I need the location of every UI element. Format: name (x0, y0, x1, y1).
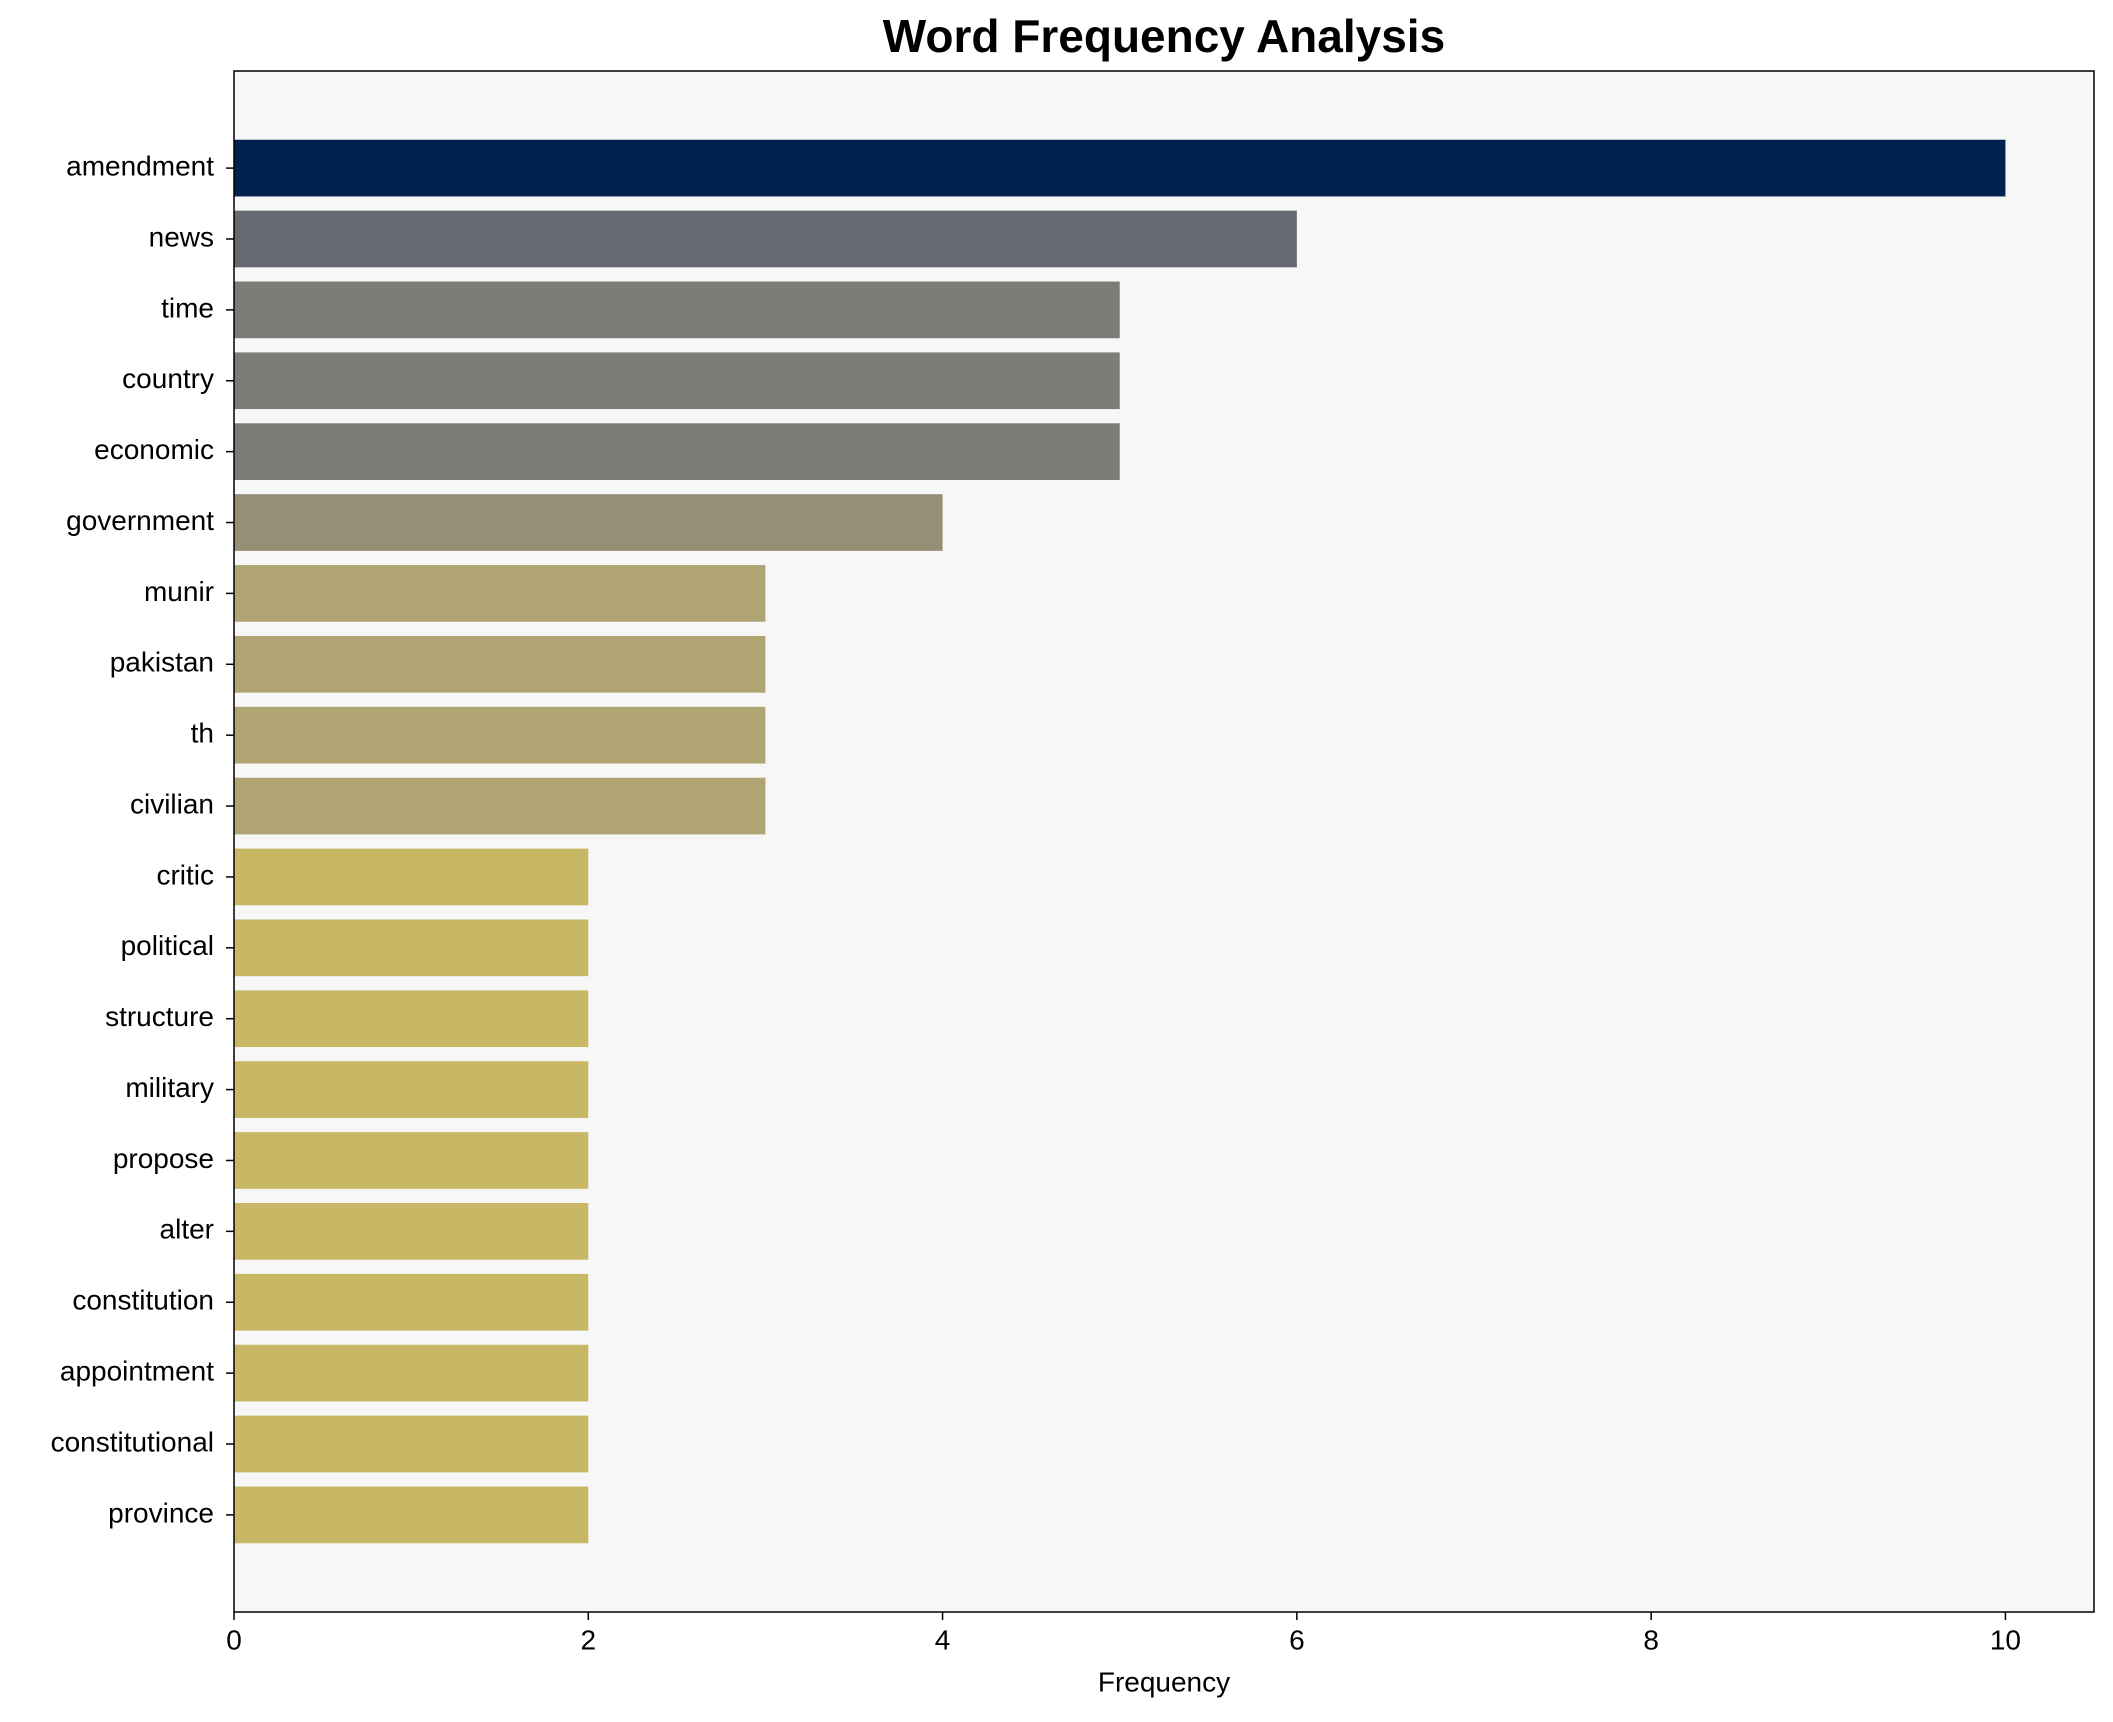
bar (234, 1132, 589, 1189)
y-tick-label: amendment (66, 151, 214, 182)
y-tick-label: alter (160, 1214, 214, 1245)
y-tick-label: constitutional (51, 1426, 214, 1457)
plot-frame (233, 70, 2095, 1613)
bar (234, 990, 589, 1048)
y-tick-label: pakistan (110, 647, 214, 678)
bar (234, 848, 589, 906)
y-tick-label: propose (113, 1143, 214, 1174)
bar (234, 1344, 589, 1402)
y-tick-label: critic (156, 859, 214, 890)
bar (234, 706, 766, 764)
x-tick-label: 4 (935, 1624, 951, 1655)
bar (234, 494, 943, 551)
x-tick-label: 0 (226, 1624, 242, 1655)
y-tick-label: government (66, 505, 214, 536)
y-tick-label: news (149, 221, 214, 252)
y-tick-label: country (122, 363, 214, 394)
y-tick-label: appointment (60, 1356, 214, 1387)
bar (234, 1061, 589, 1118)
chart-title: Word Frequency Analysis (883, 10, 1445, 62)
bar (234, 352, 1120, 410)
bar (234, 423, 1120, 480)
bar (234, 1486, 589, 1544)
y-tick-label: province (108, 1497, 214, 1528)
y-tick-label: structure (105, 1001, 214, 1032)
x-tick-label: 2 (580, 1624, 596, 1655)
y-tick-label: political (121, 930, 214, 961)
bar (234, 635, 766, 693)
bar (234, 1273, 589, 1331)
y-tick-label: constitution (72, 1285, 214, 1316)
bar (234, 210, 1297, 268)
bar (234, 139, 2006, 197)
x-tick-label: 10 (1990, 1624, 2021, 1655)
y-tick-label: munir (144, 576, 214, 607)
x-axis-label: Frequency (1098, 1666, 1230, 1697)
bar (234, 565, 766, 622)
y-tick-label: economic (94, 434, 214, 465)
bar (234, 919, 589, 977)
y-tick-label: time (161, 292, 214, 323)
bar (234, 1203, 589, 1260)
bar (234, 777, 766, 835)
y-tick-label: military (125, 1072, 214, 1103)
bar (234, 1415, 589, 1473)
y-tick-label: civilian (130, 788, 214, 819)
x-tick-label: 6 (1289, 1624, 1305, 1655)
x-tick-label: 8 (1643, 1624, 1659, 1655)
y-tick-label: th (191, 718, 214, 749)
bar (234, 281, 1120, 339)
